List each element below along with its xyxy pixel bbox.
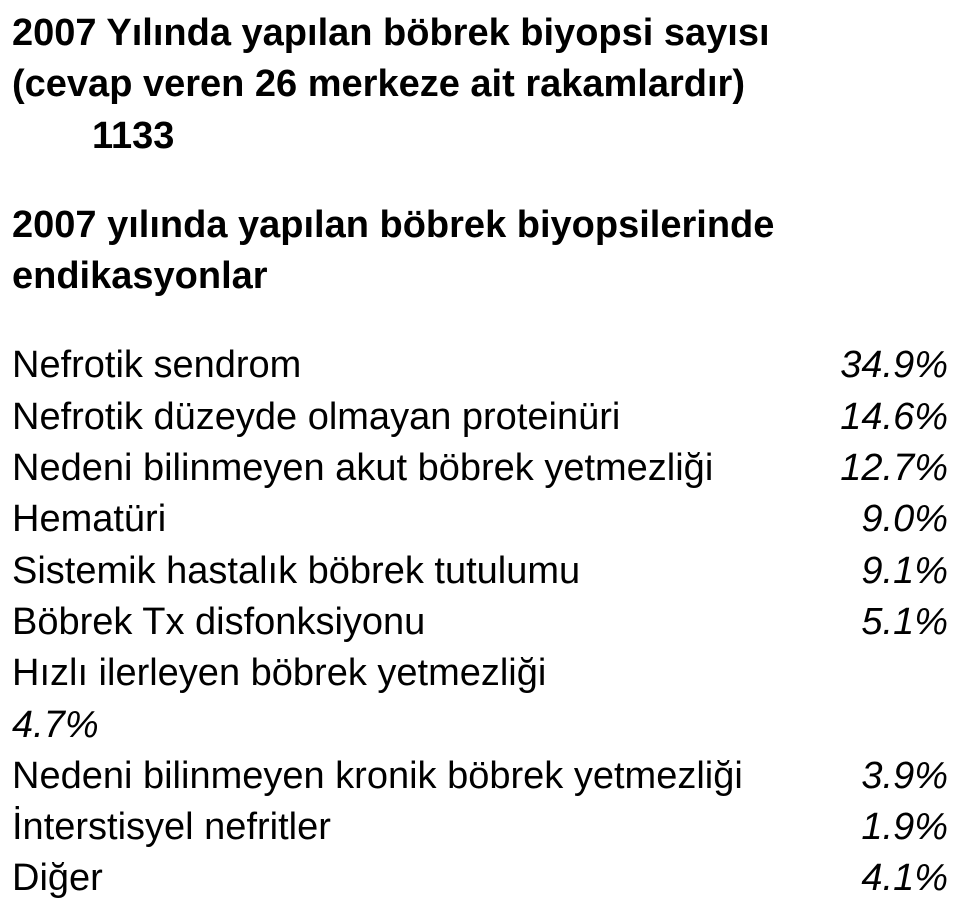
data-value: 1.9% — [861, 802, 948, 853]
data-label: Nedeni bilinmeyen kronik böbrek yetmezli… — [12, 751, 743, 802]
data-label: Diğer — [12, 853, 103, 904]
data-value: 34.9% — [840, 340, 948, 391]
data-label: Hematüri — [12, 494, 166, 545]
section-heading: 2007 yılında yapılan böbrek biyopsilerin… — [12, 200, 948, 303]
data-row: İnterstisyel nefritler 1.9% — [12, 802, 948, 853]
data-label: Sistemik hastalık böbrek tutulumu — [12, 546, 580, 597]
data-value: 5.1% — [861, 597, 948, 648]
data-value: 9.0% — [861, 494, 948, 545]
data-label: İnterstisyel nefritler — [12, 802, 331, 853]
data-row: Böbrek Tx disfonksiyonu 5.1% — [12, 597, 948, 648]
data-label: Böbrek Tx disfonksiyonu — [12, 597, 425, 648]
data-row: Sistemik hastalık böbrek tutulumu 9.1% — [12, 546, 948, 597]
data-value: 3.9% — [861, 751, 948, 802]
data-label: Hızlı ilerleyen böbrek yetmezliği — [12, 648, 546, 699]
section-heading-line-2: endikasyonlar — [12, 251, 948, 302]
data-value: 9.1% — [861, 546, 948, 597]
data-row: Nefrotik düzeyde olmayan proteinüri 14.6… — [12, 392, 948, 443]
data-label: Nedeni bilinmeyen akut böbrek yetmezliği — [12, 443, 713, 494]
title-line-2: (cevap veren 26 merkeze ait rakamlardır) — [12, 59, 948, 110]
data-value: 14.6% — [840, 392, 948, 443]
data-row-wrapped: Hızlı ilerleyen böbrek yetmezliği 4.7% — [12, 648, 948, 751]
data-value: 4.1% — [861, 853, 948, 904]
title-block: 2007 Yılında yapılan böbrek biyopsi sayı… — [12, 8, 948, 162]
data-label: Nefrotik sendrom — [12, 340, 301, 391]
data-row: Nedeni bilinmeyen akut böbrek yetmezliği… — [12, 443, 948, 494]
title-line-1: 2007 Yılında yapılan böbrek biyopsi sayı… — [12, 8, 948, 59]
data-label: Nefrotik düzeyde olmayan proteinüri — [12, 392, 620, 443]
data-row: Nedeni bilinmeyen kronik böbrek yetmezli… — [12, 751, 948, 802]
section-heading-line-1: 2007 yılında yapılan böbrek biyopsilerin… — [12, 200, 948, 251]
data-row: Nefrotik sendrom 34.9% — [12, 340, 948, 391]
data-row: Diğer 4.1% — [12, 853, 948, 904]
data-value: 4.7% — [12, 700, 948, 751]
title-line-3: 1133 — [12, 111, 948, 162]
data-row: Hematüri 9.0% — [12, 494, 948, 545]
data-value: 12.7% — [840, 443, 948, 494]
